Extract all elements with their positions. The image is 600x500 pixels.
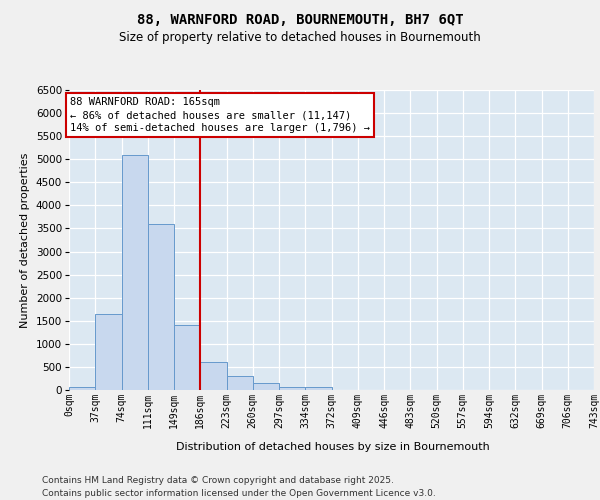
Text: Distribution of detached houses by size in Bournemouth: Distribution of detached houses by size … — [176, 442, 490, 452]
Bar — [174, 326, 200, 390]
Bar — [95, 314, 121, 390]
Y-axis label: Number of detached properties: Number of detached properties — [20, 152, 30, 328]
Bar — [305, 388, 331, 390]
Bar — [279, 386, 305, 390]
Text: Size of property relative to detached houses in Bournemouth: Size of property relative to detached ho… — [119, 31, 481, 44]
Bar — [148, 224, 174, 390]
Bar — [121, 154, 148, 390]
Text: 88, WARNFORD ROAD, BOURNEMOUTH, BH7 6QT: 88, WARNFORD ROAD, BOURNEMOUTH, BH7 6QT — [137, 12, 463, 26]
Bar — [227, 376, 253, 390]
Bar — [200, 362, 227, 390]
Bar — [69, 387, 95, 390]
Bar — [253, 383, 279, 390]
Text: 88 WARNFORD ROAD: 165sqm
← 86% of detached houses are smaller (11,147)
14% of se: 88 WARNFORD ROAD: 165sqm ← 86% of detach… — [70, 97, 370, 134]
Text: Contains HM Land Registry data © Crown copyright and database right 2025.
Contai: Contains HM Land Registry data © Crown c… — [42, 476, 436, 498]
